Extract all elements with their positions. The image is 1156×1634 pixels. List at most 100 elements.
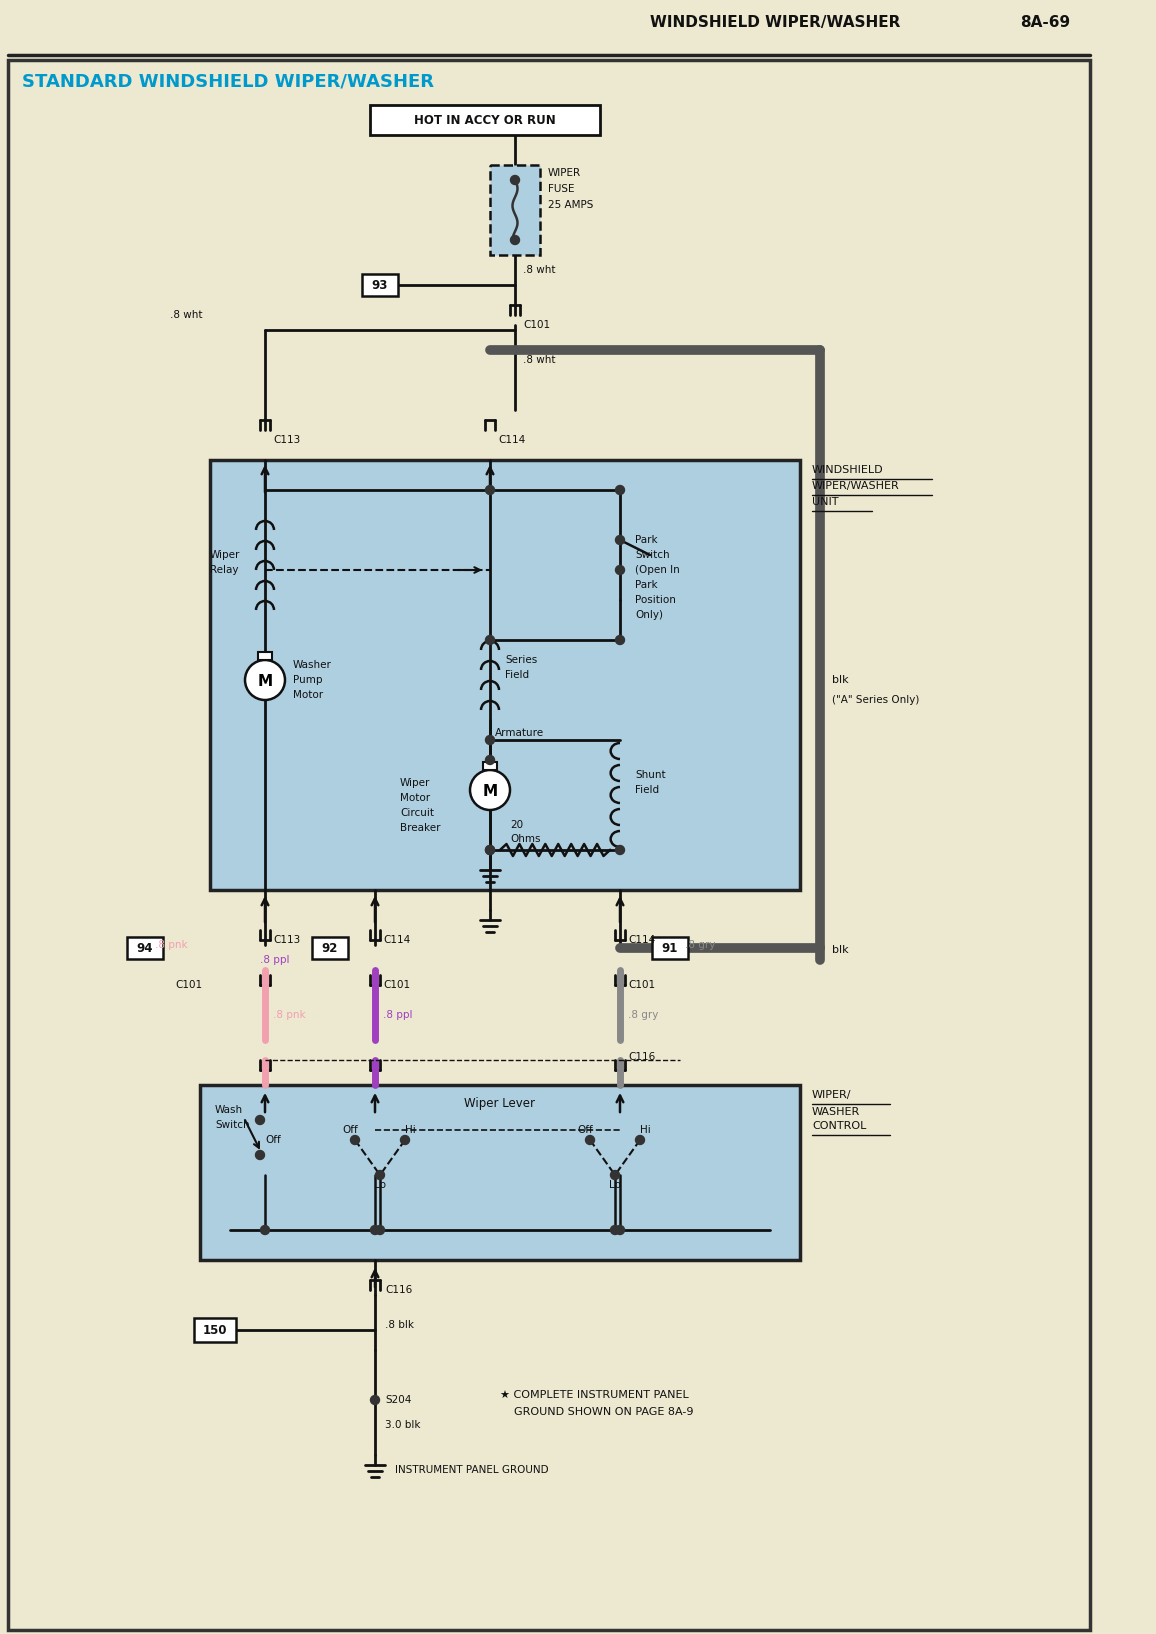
Text: M: M xyxy=(482,783,497,799)
Text: blk: blk xyxy=(832,944,849,954)
Text: C114: C114 xyxy=(628,935,655,944)
Text: Series: Series xyxy=(505,655,538,665)
Text: .8 pnk: .8 pnk xyxy=(273,1010,305,1020)
Text: .8 wht: .8 wht xyxy=(523,265,556,275)
Circle shape xyxy=(350,1136,360,1144)
Circle shape xyxy=(585,1136,594,1144)
Circle shape xyxy=(400,1136,409,1144)
Circle shape xyxy=(511,235,519,245)
Text: C113: C113 xyxy=(273,435,301,444)
Circle shape xyxy=(511,175,519,185)
Text: ("A" Series Only): ("A" Series Only) xyxy=(832,694,919,704)
Text: .8 gry: .8 gry xyxy=(686,940,716,949)
Circle shape xyxy=(371,1226,379,1235)
Text: Switch: Switch xyxy=(635,551,669,560)
Text: WINDSHIELD: WINDSHIELD xyxy=(812,466,883,475)
Text: Ohms: Ohms xyxy=(510,833,541,845)
Text: FUSE: FUSE xyxy=(548,185,575,194)
Text: M: M xyxy=(258,673,273,688)
Text: Motor: Motor xyxy=(292,690,324,699)
Circle shape xyxy=(260,1226,269,1235)
Text: Park: Park xyxy=(635,534,658,546)
Text: blk: blk xyxy=(832,675,849,685)
Text: .8 ppl: .8 ppl xyxy=(383,1010,413,1020)
Text: Shunt: Shunt xyxy=(635,770,666,779)
Circle shape xyxy=(255,1150,265,1160)
Text: WIPER: WIPER xyxy=(548,168,581,178)
Bar xyxy=(490,165,540,255)
Text: Armature: Armature xyxy=(495,729,544,739)
Text: WIPER/WASHER: WIPER/WASHER xyxy=(812,480,899,490)
Text: Park: Park xyxy=(635,580,658,590)
Text: Wiper: Wiper xyxy=(400,778,430,788)
Circle shape xyxy=(371,1395,379,1405)
Text: C101: C101 xyxy=(383,980,410,990)
Text: 150: 150 xyxy=(202,1324,228,1337)
Text: .8 wht: .8 wht xyxy=(523,355,556,364)
Text: UNIT: UNIT xyxy=(812,497,838,507)
Bar xyxy=(370,105,600,136)
Text: Off: Off xyxy=(342,1124,358,1136)
Text: Switch: Switch xyxy=(215,1119,250,1131)
Text: (Open In: (Open In xyxy=(635,565,680,575)
Text: .8 gry: .8 gry xyxy=(628,1010,659,1020)
Circle shape xyxy=(486,735,495,745)
Text: Only): Only) xyxy=(635,609,664,619)
Text: 3.0 blk: 3.0 blk xyxy=(385,1420,421,1430)
Circle shape xyxy=(486,845,495,855)
Text: Wash: Wash xyxy=(215,1105,243,1114)
Text: Motor: Motor xyxy=(400,792,430,802)
Text: C114: C114 xyxy=(498,435,525,444)
Text: .8 blk: .8 blk xyxy=(385,1320,414,1330)
Circle shape xyxy=(615,1226,624,1235)
Circle shape xyxy=(610,1170,620,1180)
Text: Position: Position xyxy=(635,595,676,605)
Text: 91: 91 xyxy=(662,941,679,954)
Circle shape xyxy=(486,755,495,765)
Text: 20: 20 xyxy=(510,820,524,830)
Text: 8A-69: 8A-69 xyxy=(1020,15,1070,29)
Circle shape xyxy=(615,845,624,855)
Bar xyxy=(200,1085,800,1260)
Text: HOT IN ACCY OR RUN: HOT IN ACCY OR RUN xyxy=(414,113,556,126)
Circle shape xyxy=(255,1116,265,1124)
Text: .8 ppl: .8 ppl xyxy=(260,954,289,966)
Circle shape xyxy=(470,770,510,810)
Circle shape xyxy=(486,485,495,495)
Text: Relay: Relay xyxy=(210,565,238,575)
Text: 92: 92 xyxy=(321,941,339,954)
Text: GROUND SHOWN ON PAGE 8A-9: GROUND SHOWN ON PAGE 8A-9 xyxy=(501,1407,694,1417)
Text: Breaker: Breaker xyxy=(400,824,440,833)
Circle shape xyxy=(615,485,624,495)
Text: STANDARD WINDSHIELD WIPER/WASHER: STANDARD WINDSHIELD WIPER/WASHER xyxy=(22,72,434,90)
Circle shape xyxy=(636,1136,645,1144)
Text: Off: Off xyxy=(265,1136,281,1145)
Bar xyxy=(362,275,398,296)
Text: C101: C101 xyxy=(175,980,202,990)
Text: Field: Field xyxy=(505,670,529,680)
Text: INSTRUMENT PANEL GROUND: INSTRUMENT PANEL GROUND xyxy=(395,1466,549,1476)
Text: Wiper: Wiper xyxy=(210,551,240,560)
Circle shape xyxy=(376,1226,385,1235)
Bar xyxy=(652,936,688,959)
Bar xyxy=(483,761,497,770)
Text: Circuit: Circuit xyxy=(400,807,434,819)
Circle shape xyxy=(615,636,624,644)
Text: C101: C101 xyxy=(523,320,550,330)
Circle shape xyxy=(245,660,286,699)
Text: Off: Off xyxy=(577,1124,593,1136)
Circle shape xyxy=(376,1170,385,1180)
Text: WIPER/: WIPER/ xyxy=(812,1090,852,1100)
Circle shape xyxy=(615,536,624,544)
Circle shape xyxy=(486,845,495,855)
Text: ★ COMPLETE INSTRUMENT PANEL: ★ COMPLETE INSTRUMENT PANEL xyxy=(501,1391,689,1400)
Text: Lo: Lo xyxy=(375,1180,386,1190)
Text: C116: C116 xyxy=(628,1052,655,1062)
Bar xyxy=(127,936,163,959)
Text: C113: C113 xyxy=(273,935,301,944)
Text: Pump: Pump xyxy=(292,675,323,685)
Text: S204: S204 xyxy=(385,1395,412,1405)
Text: Field: Field xyxy=(635,784,659,796)
Text: 94: 94 xyxy=(136,941,154,954)
Text: C101: C101 xyxy=(628,980,655,990)
